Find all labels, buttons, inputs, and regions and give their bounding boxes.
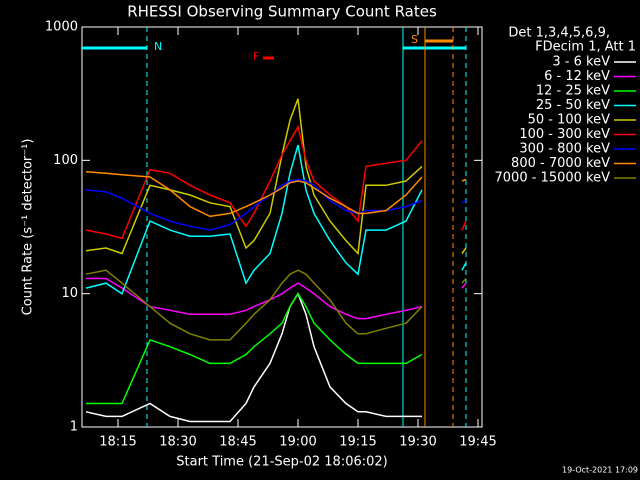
plot-frame xyxy=(81,26,483,428)
x-tick-label: 19:30 xyxy=(399,435,436,450)
legend-label: 6 - 12 keV xyxy=(544,69,610,84)
y-tick-label: 1 xyxy=(70,420,78,435)
flare-label: F xyxy=(253,50,259,63)
x-tick-label: 19:15 xyxy=(339,435,376,450)
legend-label: 100 - 300 keV xyxy=(519,127,610,142)
x-axis-label: Start Time (21-Sep-02 18:06:02) xyxy=(176,455,387,470)
y-tick-label: 100 xyxy=(53,153,78,168)
legend-label: 300 - 800 keV xyxy=(519,142,610,157)
series-line xyxy=(85,178,467,231)
legend-label: 50 - 100 keV xyxy=(528,113,611,128)
saa-label: S xyxy=(411,33,418,46)
series-line xyxy=(85,124,467,240)
series-line xyxy=(86,292,423,405)
x-tick-label: 18:45 xyxy=(219,435,256,450)
chart-title: RHESSI Observing Summary Count Rates xyxy=(127,3,437,21)
legend-label: 25 - 50 keV xyxy=(536,98,610,113)
series-line xyxy=(85,144,467,295)
legend-label: 800 - 7000 keV xyxy=(511,156,610,171)
legend-label: 12 - 25 keV xyxy=(536,84,610,99)
legend-label: 7000 - 15000 keV xyxy=(495,171,611,186)
x-tick-label: 19:45 xyxy=(459,435,496,450)
night-label: N xyxy=(154,40,162,53)
y-tick-label: 10 xyxy=(61,286,78,301)
series-line xyxy=(85,269,467,341)
series-line xyxy=(86,277,467,320)
legend-title: Det 1,3,4,5,6,9, xyxy=(508,26,610,41)
x-tick-label: 18:15 xyxy=(99,435,136,450)
series-line xyxy=(85,171,467,218)
legend-label: 3 - 6 keV xyxy=(552,55,610,70)
y-axis-label: Count Rate (s⁻¹ detector⁻¹) xyxy=(21,139,36,316)
series-line xyxy=(85,292,422,423)
timestamp: 19-Oct-2021 17:09 xyxy=(562,466,638,475)
legend-title: FDecim 1, Att 1 xyxy=(535,40,636,55)
x-tick-label: 19:00 xyxy=(279,435,316,450)
x-tick-label: 18:30 xyxy=(159,435,196,450)
y-tick-label: 1000 xyxy=(45,20,78,35)
